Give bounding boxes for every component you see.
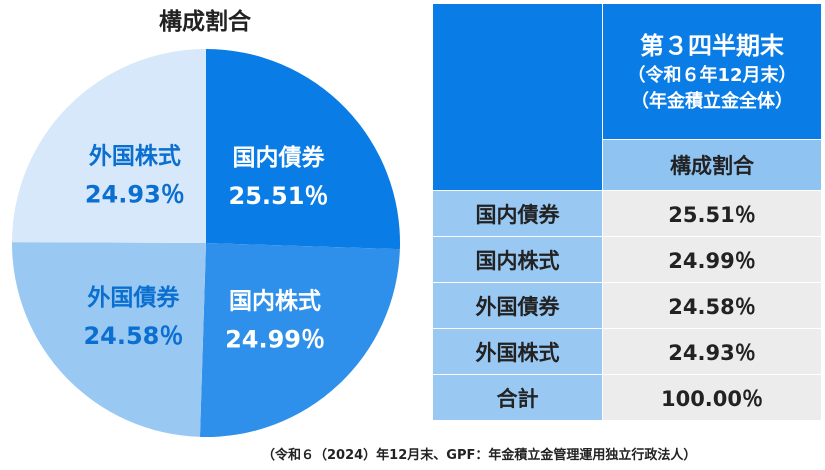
slice-value-label: 24.93％ <box>85 181 185 209</box>
table-corner-cell <box>432 3 603 191</box>
table-row: 外国株式 24.93％ <box>432 328 822 375</box>
table-subheader: 構成割合 <box>602 139 822 191</box>
pie-slice <box>12 49 206 243</box>
pie-slices <box>11 49 401 437</box>
row-label: 国内株式 <box>432 236 603 283</box>
row-label: 国内債券 <box>432 190 603 237</box>
slice-name-label: 国内債券 <box>232 144 325 171</box>
row-value: 24.99％ <box>602 236 822 283</box>
row-value: 24.93％ <box>602 328 822 375</box>
slice-value-label: 25.51％ <box>229 182 329 210</box>
table-row-total: 合計 100.00％ <box>432 374 822 421</box>
table-header-date: （令和６年12月末） <box>627 64 797 86</box>
table-header-period: 第３四半期末 <box>640 31 784 60</box>
pie-slice <box>199 243 400 437</box>
pie-slice <box>206 49 401 250</box>
table-header-scope: （年金積立金全体） <box>631 90 793 112</box>
slice-value-label: 24.99％ <box>225 326 325 354</box>
pie-labels: 国内債券 25.51％ 国内株式 24.99％ 外国債券 24.58％ 外国株式 24.93％ <box>83 143 328 354</box>
table-row: 外国債券 24.58％ <box>432 282 822 329</box>
row-value: 25.51％ <box>602 190 822 237</box>
table-row: 国内株式 24.99％ <box>432 236 822 283</box>
slice-name-label: 国内株式 <box>229 289 321 315</box>
row-label: 外国株式 <box>432 328 603 375</box>
pie-slice <box>11 242 206 437</box>
pie-title: 構成割合 <box>159 9 251 35</box>
row-label: 合計 <box>432 374 603 421</box>
allocation-table: 第３四半期末 （令和６年12月末） （年金積立金全体） 構成割合 国内債券 25… <box>432 3 822 421</box>
slice-value-label: 24.58％ <box>83 322 183 350</box>
row-value: 100.00％ <box>602 374 822 421</box>
table-header: 第３四半期末 （令和６年12月末） （年金積立金全体） <box>602 3 822 140</box>
slice-name-label: 外国株式 <box>89 143 181 170</box>
row-label: 外国債券 <box>432 282 603 329</box>
pie-chart: 国内債券 25.51％ 国内株式 24.99％ 外国債券 24.58％ 外国株式 24.93％ <box>11 49 401 437</box>
footnote: （令和６（2024）年12月末、GPF：年金積立金管理運用独立行政法人） <box>262 448 697 463</box>
table-row: 国内債券 25.51％ <box>432 190 822 237</box>
row-value: 24.58％ <box>602 282 822 329</box>
slice-name-label: 外国債券 <box>87 284 180 311</box>
